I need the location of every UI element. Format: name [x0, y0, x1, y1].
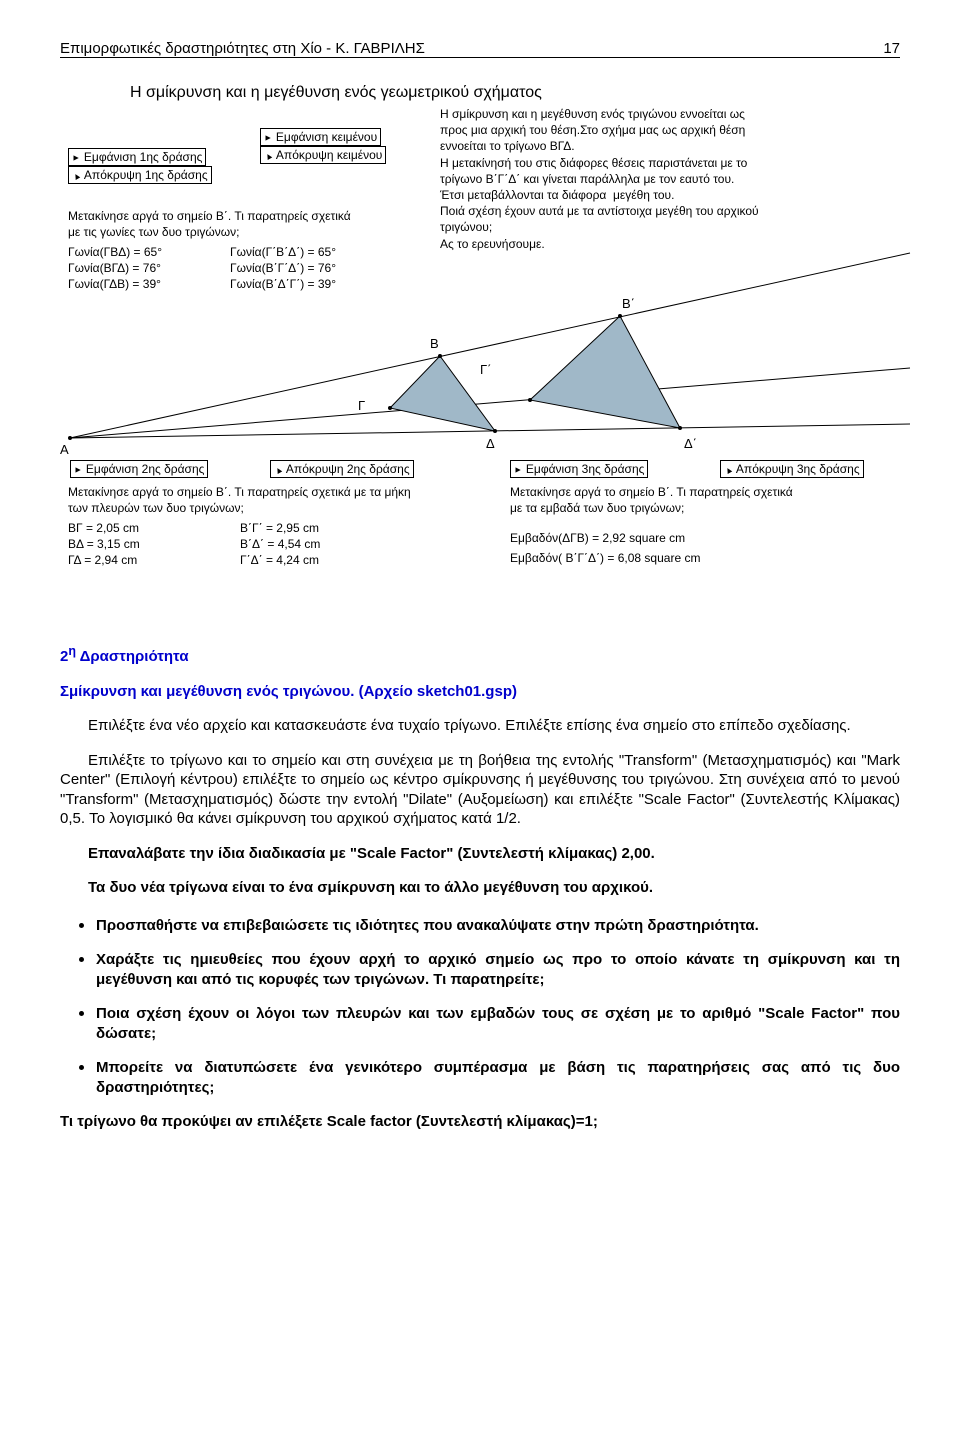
- svg-text:Α: Α: [60, 442, 69, 457]
- btn-hide-action2[interactable]: Απόκρυψη 2ης δράσης: [270, 460, 414, 478]
- para3: Επαναλάβατε την ίδια διαδικασία με "Scal…: [60, 844, 900, 864]
- btn-show-action2[interactable]: Εμφάνιση 2ης δράσης: [70, 460, 208, 478]
- sides-left: ΒΓ = 2,05 cm ΒΔ = 3,15 cm ΓΔ = 2,94 cm: [68, 520, 140, 569]
- drag3-text: Μετακίνησε αργά το σημείο Β΄. Τι παρατηρ…: [510, 484, 793, 516]
- header-right: 17: [883, 40, 900, 57]
- area1: Εμβαδόν(ΔΓΒ) = 2,92 square cm: [510, 530, 685, 546]
- figure: Η σμίκρυνση και η μεγέθυνση ενός γεωμετρ…: [60, 78, 900, 598]
- svg-text:Β: Β: [430, 336, 439, 351]
- svg-text:Γ΄: Γ΄: [480, 362, 492, 377]
- area2: Εμβαδόν( Β΄Γ΄Δ΄) = 6,08 square cm: [510, 550, 700, 566]
- svg-text:Γ: Γ: [358, 398, 365, 413]
- svg-text:Δ΄: Δ΄: [684, 436, 697, 451]
- header-left: Επιμορφωτικές δραστηριότητες στη Χίο - Κ…: [60, 40, 425, 57]
- bullet-4: Μπορείτε να διατυπώσετε ένα γενικότερο σ…: [96, 1055, 900, 1097]
- bullet-list: Προσπαθήστε να επιβεβαιώσετε τις ιδιότητ…: [60, 913, 900, 1098]
- para4: Τα δυο νέα τρίγωνα είναι το ένα σμίκρυνσ…: [60, 878, 900, 898]
- sides-right: Β΄Γ΄ = 2,95 cm Β΄Δ΄ = 4,54 cm Γ΄Δ΄ = 4,2…: [240, 520, 320, 569]
- geometry-svg: Α Β Γ Δ Β΄ Γ΄ Δ΄: [60, 78, 920, 598]
- svg-text:Δ: Δ: [486, 436, 495, 451]
- bullet-3: Ποια σχέση έχουν οι λόγοι των πλευρών κα…: [96, 1001, 900, 1043]
- activity-title: 2η Δραστηριότητα: [60, 643, 900, 667]
- bullet-2: Χαράξτε τις ημιευθείες που έχουν αρχή το…: [96, 947, 900, 989]
- drag2-text: Μετακίνησε αργά το σημείο Β΄. Τι παρατηρ…: [68, 484, 411, 516]
- para1: Επιλέξτε ένα νέο αρχείο και κατασκευάστε…: [60, 716, 900, 736]
- activity-subtitle: Σμίκρυνση και μεγέθυνση ενός τριγώνου. (…: [60, 682, 900, 702]
- svg-text:Β΄: Β΄: [622, 296, 635, 311]
- btn-show-action3[interactable]: Εμφάνιση 3ης δράσης: [510, 460, 648, 478]
- lastline: Τι τρίγωνο θα προκύψει αν επιλέξετε Scal…: [60, 1112, 900, 1132]
- para2: Επιλέξτε το τρίγωνο και το σημείο και στ…: [60, 751, 900, 829]
- btn-hide-action3[interactable]: Απόκρυψη 3ης δράσης: [720, 460, 864, 478]
- bullet-1: Προσπαθήστε να επιβεβαιώσετε τις ιδιότητ…: [96, 913, 900, 936]
